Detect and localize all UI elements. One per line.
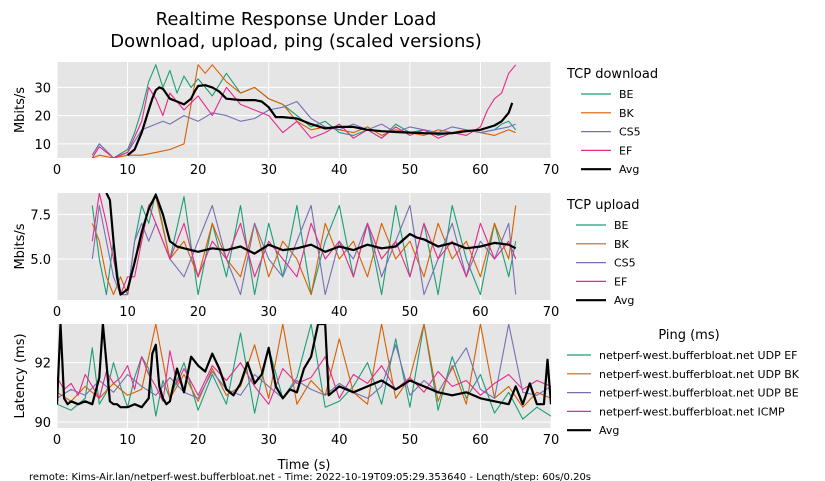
download-y-tick-label: 10 xyxy=(34,138,51,153)
ping-series-netperf-west-bufferbloat-net-udp-bk xyxy=(57,324,551,408)
x-axis-label: Time (s) xyxy=(277,458,331,473)
upload-legend-label-bk: BK xyxy=(614,238,630,251)
download-series-bk xyxy=(92,64,516,158)
ping-series-netperf-west-bufferbloat-net-icmp xyxy=(57,350,551,405)
upload-x-tick-label: 50 xyxy=(402,305,419,320)
upload-y-tick-label: 7.5 xyxy=(30,208,51,223)
download-legend: TCP download BE BK CS5 EF Avg xyxy=(566,67,658,176)
download-legend-title: TCP download xyxy=(566,67,658,82)
upload-series-ef xyxy=(91,193,517,296)
ping-legend: Ping (ms) netperf-west.bufferbloat.net UD… xyxy=(567,328,800,437)
download-legend-label-avg: Avg xyxy=(619,163,639,176)
download-series-ef xyxy=(91,64,517,158)
upload-x-tick-label: 30 xyxy=(260,305,277,320)
download-x-tick-label: 50 xyxy=(402,163,419,178)
ping-legend-label-netperf-west-bufferbloat-net-icmp: netperf-west.bufferbloat.net ICMP xyxy=(599,405,785,418)
ping-x-tick-label: 60 xyxy=(472,433,489,448)
chart-title-line-1: Realtime Response Under Load xyxy=(156,9,437,30)
ping-x-tick-label: 30 xyxy=(260,433,277,448)
download-y-axis-label: Mbits/s xyxy=(13,87,28,133)
ping-legend-label-avg: Avg xyxy=(599,424,619,437)
upload-series-cs5 xyxy=(91,204,517,296)
ping-x-tick-label: 70 xyxy=(543,433,560,448)
upload-x-tick-label: 20 xyxy=(190,305,207,320)
ping-x-tick-label: 40 xyxy=(331,433,348,448)
ping-x-tick-label: 50 xyxy=(402,433,419,448)
chart-title-line-2: Download, upload, ping (scaled versions) xyxy=(110,31,482,52)
download-y-tick-label: 20 xyxy=(34,110,51,125)
download-legend-label-ef: EF xyxy=(619,144,632,157)
upload-legend-label-be: BE xyxy=(614,219,629,232)
download-series-avg xyxy=(126,84,514,157)
ping-series-netperf-west-bufferbloat-net-udp-be xyxy=(57,324,551,399)
download-legend-label-bk: BK xyxy=(619,107,635,120)
download-x-tick-label: 20 xyxy=(190,163,207,178)
upload-legend: TCP upload BE BK CS5 EF Avg xyxy=(566,198,640,307)
upload-x-tick-label: 70 xyxy=(543,305,560,320)
download-y-tick-label: 30 xyxy=(34,81,51,96)
download-legend-label-be: BE xyxy=(619,88,634,101)
ping-plot-area xyxy=(57,324,551,428)
ping-panel: 0 10 20 30 40 50 60 70 90 92 Latency (ms) xyxy=(13,324,559,448)
upload-y-axis-label: Mbits/s xyxy=(13,223,28,269)
upload-legend-title: TCP upload xyxy=(566,198,640,213)
ping-x-tick-label: 10 xyxy=(119,433,136,448)
ping-y-tick-label: 92 xyxy=(34,357,51,372)
upload-series-avg xyxy=(105,193,517,296)
upload-legend-label-ef: EF xyxy=(614,275,627,288)
ping-series-avg xyxy=(57,324,551,409)
ping-legend-label-netperf-west-bufferbloat-net-udp-bk: netperf-west.bufferbloat.net UDP BK xyxy=(599,368,800,381)
ping-x-tick-label: 0 xyxy=(53,433,61,448)
download-x-tick-label: 60 xyxy=(472,163,489,178)
ping-legend-title: Ping (ms) xyxy=(658,328,719,343)
ping-y-tick-label: 90 xyxy=(34,416,51,431)
upload-x-tick-label: 60 xyxy=(472,305,489,320)
download-x-tick-label: 10 xyxy=(119,163,136,178)
download-x-tick-label: 70 xyxy=(543,163,560,178)
download-x-tick-label: 40 xyxy=(331,163,348,178)
footer-caption: remote: Kims-Air.lan/netperf-west.buffer… xyxy=(29,472,591,481)
upload-y-tick-label: 5.0 xyxy=(30,253,51,268)
download-x-tick-label: 30 xyxy=(260,163,277,178)
ping-legend-label-netperf-west-bufferbloat-net-udp-ef: netperf-west.bufferbloat.net UDP EF xyxy=(599,349,798,362)
ping-legend-label-netperf-west-bufferbloat-net-udp-be: netperf-west.bufferbloat.net UDP BE xyxy=(599,387,799,400)
ping-x-tick-label: 20 xyxy=(190,433,207,448)
upload-x-tick-label: 10 xyxy=(119,305,136,320)
ping-y-axis-label: Latency (ms) xyxy=(13,333,28,418)
download-x-tick-label: 0 xyxy=(53,163,61,178)
upload-legend-label-avg: Avg xyxy=(614,294,634,307)
download-series-cs5 xyxy=(91,100,516,158)
upload-legend-label-cs5: CS5 xyxy=(614,257,636,270)
download-legend-label-cs5: CS5 xyxy=(619,126,641,139)
upload-x-tick-label: 40 xyxy=(331,305,348,320)
upload-x-tick-label: 0 xyxy=(53,305,61,320)
